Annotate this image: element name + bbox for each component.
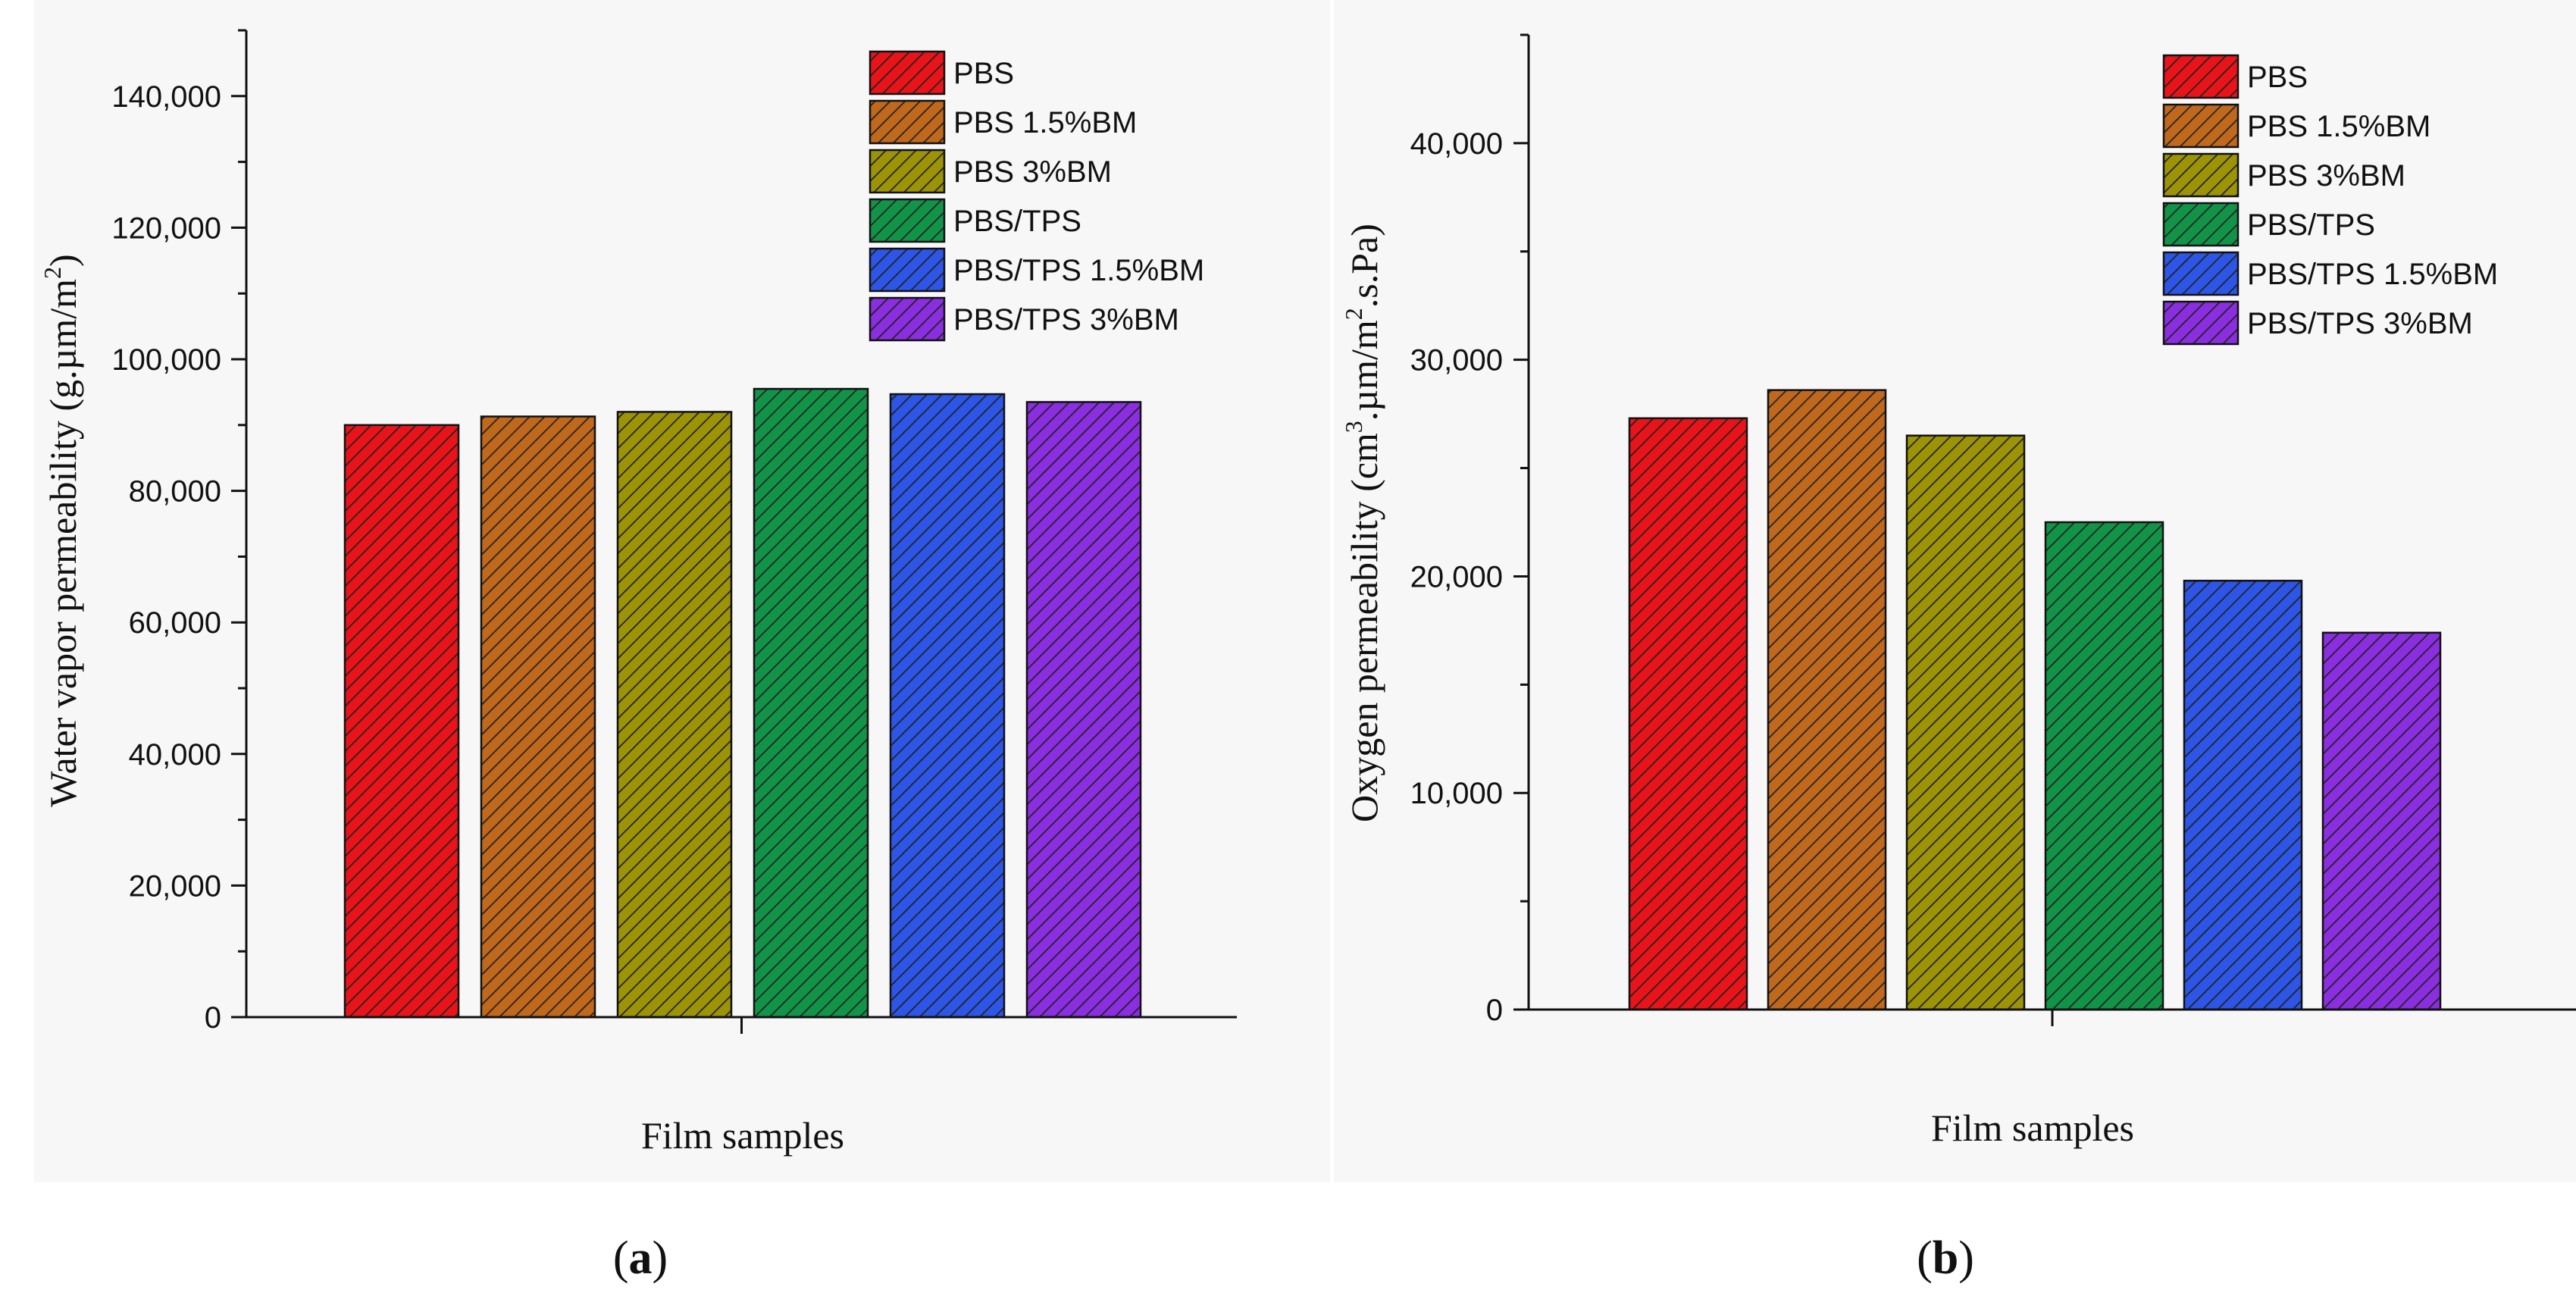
chart-panel-b: 0 10,000 20,000 30,000 40,000 PBS PBS 1.5%BM PB… <box>1334 0 2576 1284</box>
y-tick-label: 60,000 <box>129 606 221 640</box>
y-axis-label-part: Water vapor permeability (g.µm/m <box>42 279 84 807</box>
legend-swatch-pbs-tps-3-bm <box>2162 300 2240 346</box>
bar-pbs-3-bm <box>616 411 733 1019</box>
legend-label-pbs-tps-1-5-bm: PBS/TPS 1.5%BM <box>953 254 1204 287</box>
y-axis-label-part: .µm/m <box>1343 320 1385 421</box>
legend-label-pbs-3-bm: PBS 3%BM <box>2247 159 2405 193</box>
legend-label-pbs-tps-3-bm: PBS/TPS 3%BM <box>953 303 1179 337</box>
y-tick-label: 140,000 <box>111 80 221 114</box>
y-tick-label: 100,000 <box>111 343 221 377</box>
legend-label-pbs-tps-1-5-bm: PBS/TPS 1.5%BM <box>2247 258 2498 291</box>
bar-pbs-1-5-bm <box>1767 389 1887 1011</box>
bar-pbs-tps-1-5-bm <box>889 393 1006 1019</box>
panel-label-open-paren: ( <box>1917 1232 1933 1284</box>
y-axis-label-part: ) <box>42 254 84 267</box>
panel-label: (a) <box>613 1232 668 1284</box>
panel-label-close-paren: ) <box>1958 1232 1974 1284</box>
panel-label-letter: a <box>629 1232 653 1284</box>
x-axis-label: Film samples <box>1931 1107 2134 1149</box>
legend-label-pbs-tps: PBS/TPS <box>2247 208 2375 242</box>
legend-swatch-pbs-tps <box>869 198 946 243</box>
panel-label-letter: b <box>1933 1232 1958 1284</box>
y-axis-label-part: Oxygen permeability (cm <box>1343 433 1385 822</box>
y-tick-label: 10,000 <box>1410 777 1503 810</box>
panel-label-open-paren: ( <box>613 1232 629 1284</box>
y-tick-label: 20,000 <box>1410 560 1503 593</box>
bar-pbs <box>343 424 460 1019</box>
y-tick-label: 0 <box>205 1001 221 1035</box>
bar-pbs-tps-1-5-bm <box>2183 579 2303 1011</box>
legend-swatch-pbs-1-5-bm <box>869 99 946 145</box>
y-tick-label: 40,000 <box>129 738 221 772</box>
legend-swatch-pbs-3-bm <box>2162 152 2240 198</box>
legend-label-pbs-1-5-bm: PBS 1.5%BM <box>953 106 1137 139</box>
y-axis-label-superscript: 3 <box>1340 421 1367 433</box>
chart-panel-a: 0 20,000 40,000 60,000 80,000 100,000 120,000 1… <box>34 0 1330 1284</box>
legend-swatch-pbs <box>2162 54 2240 99</box>
bar-pbs-tps-3-bm <box>2321 631 2442 1011</box>
legend-label-pbs-1-5-bm: PBS 1.5%BM <box>2247 110 2430 143</box>
y-tick-label: 30,000 <box>1410 344 1503 377</box>
legend-swatch-pbs-3-bm <box>869 149 946 194</box>
panel-label-close-paren: ) <box>653 1232 668 1284</box>
legend-swatch-pbs-tps <box>2162 202 2240 247</box>
panel-label: (b) <box>1917 1232 1974 1284</box>
legend-label-pbs-tps-3-bm: PBS/TPS 3%BM <box>2247 307 2473 340</box>
bar-pbs-3-bm <box>1905 434 2026 1011</box>
y-tick-label: 120,000 <box>111 211 221 245</box>
x-axis-label: Film samples <box>641 1114 844 1157</box>
y-axis-label: Water vapor permeability (g.µm/m2) <box>39 254 84 806</box>
legend-swatch-pbs-tps-1-5-bm <box>869 247 946 293</box>
legend-swatch-pbs-1-5-bm <box>2162 103 2240 149</box>
legend-label-pbs-3-bm: PBS 3%BM <box>953 155 1112 189</box>
bar-pbs <box>1628 417 1748 1011</box>
y-tick-label: 80,000 <box>129 475 221 509</box>
legend-label-pbs: PBS <box>953 57 1014 90</box>
y-axis-label-superscript: 2 <box>1340 308 1367 320</box>
legend-swatch-pbs-tps-3-bm <box>869 296 946 342</box>
bar-pbs-tps <box>753 387 869 1019</box>
legend-label-pbs: PBS <box>2247 61 2308 94</box>
legend-label-pbs-tps: PBS/TPS <box>953 205 1081 238</box>
bar-pbs-1-5-bm <box>480 415 596 1019</box>
y-axis-label-superscript: 2 <box>39 267 66 279</box>
bar-pbs-tps <box>2044 521 2164 1011</box>
legend-swatch-pbs <box>869 50 946 95</box>
y-tick-label: 20,000 <box>129 869 221 903</box>
legend-swatch-pbs-tps-1-5-bm <box>2162 251 2240 296</box>
y-tick-label: 0 <box>1486 994 1503 1027</box>
y-tick-label: 40,000 <box>1410 127 1503 161</box>
bar-pbs-tps-3-bm <box>1025 401 1142 1019</box>
y-axis-label: Oxygen permeability (cm3.µm/m2.s.Pa) <box>1340 224 1385 822</box>
y-axis-label-part: .s.Pa) <box>1343 224 1385 308</box>
